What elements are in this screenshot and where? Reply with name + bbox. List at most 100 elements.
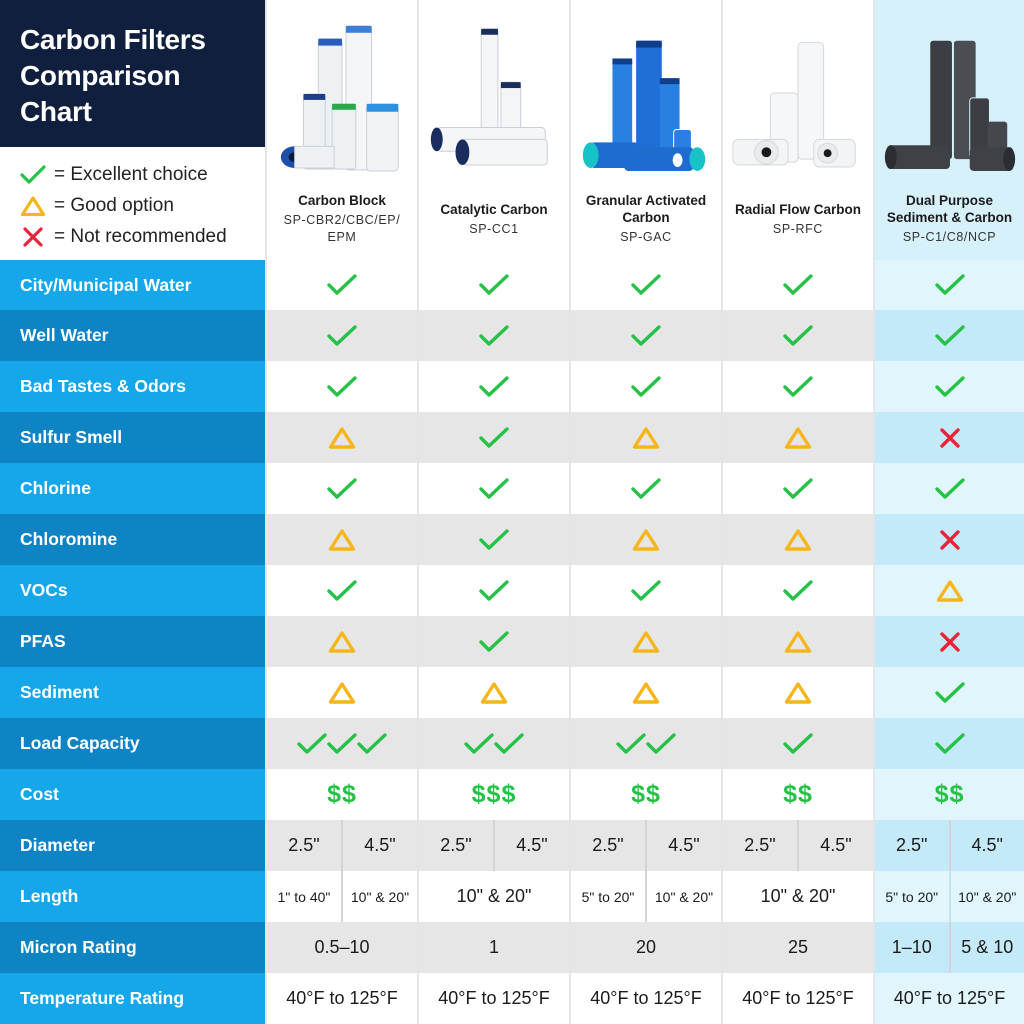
triangle-icon <box>632 681 660 705</box>
cell-half: 10" & 20" <box>341 871 417 922</box>
check-icon <box>326 273 358 297</box>
check-icon <box>478 528 510 552</box>
check-icon <box>782 732 814 756</box>
table-cell: 1" to 40" 10" & 20" <box>265 871 417 922</box>
table-cell: 1–10 5 & 10 <box>873 922 1024 973</box>
table-row: Temperature Rating 40°F to 125°F 40°F to 1… <box>0 973 1024 1024</box>
table-cell: $$ <box>873 769 1024 820</box>
row-label: Temperature Rating <box>0 973 265 1024</box>
product-sku: SP-RFC <box>772 222 824 236</box>
table-cell <box>417 667 569 718</box>
table-cell: 2.5" 4.5" <box>569 820 721 871</box>
table-cell <box>873 463 1024 514</box>
cell-value: 5 & 10 <box>961 937 1014 957</box>
cell-value: $$ <box>783 780 813 808</box>
cell-value: 2.5" <box>592 835 624 855</box>
x-icon <box>20 225 50 249</box>
table-cell <box>417 412 569 463</box>
cell-value: 10" & 20" <box>760 886 836 906</box>
table-cell <box>417 718 569 769</box>
check-icon <box>934 732 966 756</box>
triangle-icon <box>480 681 508 705</box>
cell-value: 10" & 20" <box>654 888 714 905</box>
check-icon <box>782 324 814 348</box>
table-row: PFAS <box>0 616 1024 667</box>
table-cell: 20 <box>569 922 721 973</box>
table-cell: 1 <box>417 922 569 973</box>
table-cell <box>569 667 721 718</box>
check-icon <box>782 375 814 399</box>
column-header-radial-flow-carbon: Radial Flow Carbon SP-RFC <box>721 0 873 260</box>
table-cell: 40°F to 125°F <box>265 973 417 1024</box>
cell-half: 2.5" <box>723 820 797 871</box>
table-cell <box>417 565 569 616</box>
x-icon <box>938 528 962 552</box>
check-icon <box>934 477 966 501</box>
table-cell <box>265 412 417 463</box>
table-row: Chloromine <box>0 514 1024 565</box>
row-label: Bad Tastes & Odors <box>0 361 265 412</box>
cell-value: 4.5" <box>820 835 852 855</box>
table-cell: 0.5–10 <box>265 922 417 973</box>
product-name: Catalytic Carbon <box>440 202 548 217</box>
cell-value: 20 <box>635 937 657 957</box>
triangle-icon <box>632 630 660 654</box>
cell-value: 40°F to 125°F <box>286 988 398 1008</box>
cell-value: 5" to 20" <box>885 888 939 905</box>
check-icon <box>326 579 358 603</box>
table-cell <box>265 514 417 565</box>
table-row: Diameter 2.5" 4.5" 2.5" 4.5" 2.5" 4.5" 2.5" 4.5"… <box>0 820 1024 871</box>
row-label: Diameter <box>0 820 265 871</box>
cell-value: 4.5" <box>971 835 1003 855</box>
table-row: City/Municipal Water <box>0 260 1024 310</box>
check-icon <box>478 477 510 501</box>
table-cell <box>265 667 417 718</box>
table-cell <box>721 565 873 616</box>
cell-value: 40°F to 125°F <box>438 988 550 1008</box>
cell-value: $$$ <box>471 780 517 808</box>
cell-value: $$ <box>934 780 965 808</box>
cell-half: 2.5" <box>267 820 341 871</box>
catalytic-carbon-filters-image <box>430 28 548 166</box>
table-cell <box>721 514 873 565</box>
table-cell: 2.5" 4.5" <box>873 820 1024 871</box>
check-icon <box>478 375 510 399</box>
product-name: Dual Purpose Sediment & Carbon <box>886 193 1013 225</box>
check-icon <box>296 732 328 756</box>
check-icon <box>478 273 510 297</box>
row-label: Well Water <box>0 310 265 361</box>
table-cell: 2.5" 4.5" <box>265 820 417 871</box>
table-row: VOCs <box>0 565 1024 616</box>
check-icon <box>478 630 510 654</box>
cell-value: 2.5" <box>440 835 472 855</box>
table-cell: $$ <box>265 769 417 820</box>
table-cell <box>265 565 417 616</box>
table-cell <box>265 260 417 310</box>
cell-value: 2.5" <box>288 835 320 855</box>
cell-value: 10" & 20" <box>350 888 410 905</box>
triangle-icon <box>632 528 660 552</box>
table-cell <box>265 718 417 769</box>
table-cell: 10" & 20" <box>721 871 873 922</box>
table-cell <box>569 310 721 361</box>
check-icon <box>326 732 358 756</box>
table-cell <box>873 616 1024 667</box>
table-cell <box>265 616 417 667</box>
table-cell <box>721 260 873 310</box>
table-cell: $$ <box>721 769 873 820</box>
table-cell <box>265 361 417 412</box>
table-row: Sediment <box>0 667 1024 718</box>
triangle-icon <box>784 426 812 450</box>
table-cell: $$ <box>569 769 721 820</box>
legend-label: = Excellent choice <box>54 163 208 185</box>
check-icon <box>463 732 495 756</box>
check-icon <box>615 732 647 756</box>
product-name: Radial Flow Carbon <box>734 202 861 217</box>
table-cell: 5" to 20" 10" & 20" <box>873 871 1024 922</box>
cell-half: 4.5" <box>493 820 569 871</box>
table-cell <box>721 412 873 463</box>
cell-half: 2.5" <box>875 820 949 871</box>
title-line-2: Comparison <box>20 60 181 91</box>
legend-label: = Good option <box>54 194 174 216</box>
cell-value: 4.5" <box>364 835 396 855</box>
